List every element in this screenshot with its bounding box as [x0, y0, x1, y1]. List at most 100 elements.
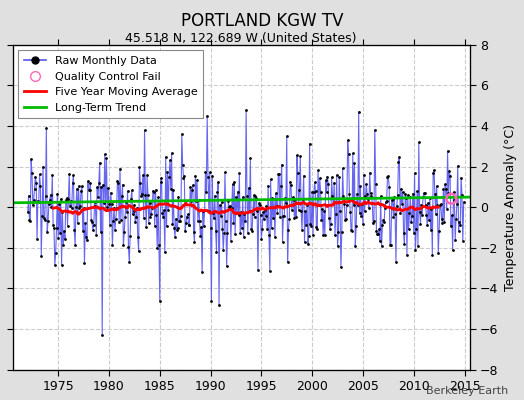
Point	[201, 207, 209, 214]
Point	[102, 207, 110, 213]
Point	[104, 185, 112, 191]
Point	[98, 332, 106, 338]
Point	[62, 197, 70, 204]
Point	[380, 219, 388, 225]
Point	[361, 208, 369, 214]
Point	[88, 219, 96, 226]
Point	[110, 205, 118, 211]
Point	[106, 222, 114, 229]
Point	[290, 215, 299, 221]
Point	[219, 246, 227, 253]
Point	[458, 192, 466, 198]
Point	[272, 203, 281, 209]
Point	[47, 204, 56, 210]
Point	[119, 242, 127, 249]
Point	[436, 202, 444, 208]
Point	[429, 170, 438, 176]
Point	[141, 192, 149, 198]
Point	[95, 180, 103, 186]
Point	[315, 175, 324, 182]
Point	[289, 194, 297, 200]
Point	[314, 167, 322, 174]
Point	[53, 190, 61, 197]
Point	[332, 210, 340, 217]
Point	[105, 201, 113, 208]
Point	[194, 196, 203, 203]
Point	[273, 210, 281, 216]
Point	[229, 220, 237, 226]
Point	[230, 179, 238, 185]
Point	[189, 182, 197, 188]
Point	[424, 200, 432, 206]
Point	[166, 157, 174, 164]
Point	[309, 232, 317, 239]
Point	[443, 148, 452, 154]
Point	[337, 264, 345, 270]
Point	[253, 208, 261, 214]
Point	[300, 238, 309, 245]
Point	[183, 214, 191, 220]
Point	[165, 174, 173, 180]
Point	[61, 236, 69, 242]
Legend: Raw Monthly Data, Quality Control Fail, Five Year Moving Average, Long-Term Tren: Raw Monthly Data, Quality Control Fail, …	[18, 50, 203, 118]
Point	[172, 216, 180, 222]
Point	[139, 172, 147, 179]
Point	[447, 223, 455, 229]
Point	[129, 208, 138, 214]
Point	[78, 183, 86, 190]
Point	[150, 188, 158, 195]
Point	[293, 170, 302, 176]
Point	[158, 210, 167, 216]
Point	[421, 190, 429, 197]
Point	[446, 173, 454, 180]
Point	[138, 190, 146, 197]
Point	[66, 202, 74, 209]
Point	[328, 193, 336, 199]
Point	[454, 228, 463, 234]
Point	[126, 232, 134, 239]
Point	[25, 192, 33, 199]
Point	[239, 234, 248, 240]
Point	[383, 174, 391, 180]
Point	[269, 215, 277, 221]
Point	[346, 209, 354, 215]
Point	[164, 207, 172, 213]
Point	[89, 226, 97, 233]
Point	[447, 196, 455, 202]
Point	[438, 216, 446, 222]
Point	[37, 253, 46, 259]
Point	[47, 191, 55, 198]
Point	[351, 242, 359, 249]
Point	[68, 204, 76, 211]
Point	[40, 217, 49, 224]
Point	[237, 209, 245, 215]
Point	[326, 221, 335, 227]
Point	[235, 170, 244, 176]
Point	[257, 236, 266, 242]
Point	[245, 208, 254, 214]
Point	[243, 193, 251, 199]
Point	[386, 241, 394, 248]
Point	[162, 223, 171, 229]
Point	[180, 173, 189, 180]
Point	[135, 164, 144, 171]
Point	[361, 193, 369, 200]
Point	[356, 183, 365, 190]
Point	[125, 259, 134, 265]
Point	[399, 189, 407, 195]
Point	[392, 202, 401, 209]
Point	[406, 194, 414, 200]
Point	[220, 230, 228, 236]
Point	[179, 174, 188, 181]
Point	[92, 232, 101, 239]
Point	[431, 191, 439, 198]
Point	[337, 229, 346, 236]
Point	[389, 214, 398, 220]
Point	[403, 192, 412, 198]
Point	[303, 202, 311, 208]
Point	[325, 215, 333, 221]
Point	[93, 184, 101, 190]
Point	[267, 176, 275, 183]
Point	[339, 165, 347, 172]
Point	[205, 169, 214, 176]
